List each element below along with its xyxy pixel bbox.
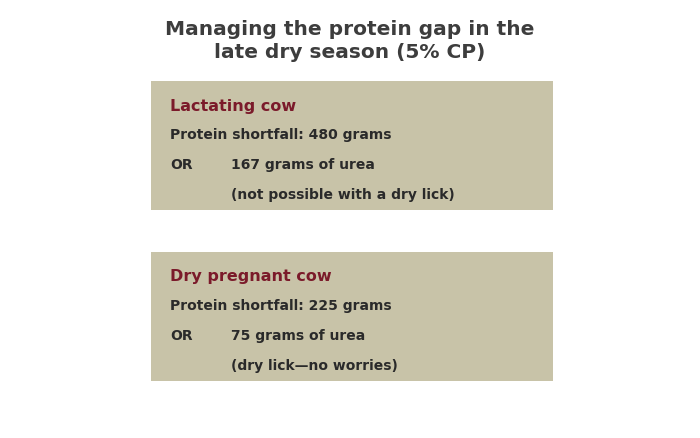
Text: Protein shortfall: 225 grams: Protein shortfall: 225 grams	[170, 299, 392, 313]
Text: 75 grams of urea: 75 grams of urea	[231, 329, 365, 343]
Text: OR: OR	[170, 329, 192, 343]
Text: 167 grams of urea: 167 grams of urea	[231, 158, 375, 172]
Text: (not possible with a dry lick): (not possible with a dry lick)	[231, 188, 455, 202]
Text: Lactating cow: Lactating cow	[170, 99, 296, 113]
Text: (dry lick—no worries): (dry lick—no worries)	[231, 359, 398, 373]
Text: Protein shortfall: 480 grams: Protein shortfall: 480 grams	[170, 128, 391, 142]
Text: Dry pregnant cow: Dry pregnant cow	[170, 269, 332, 284]
Text: Managing the protein gap in the
late dry season (5% CP): Managing the protein gap in the late dry…	[165, 20, 535, 62]
Bar	[150, 252, 553, 381]
Text: OR: OR	[170, 158, 192, 172]
Bar	[150, 81, 553, 210]
